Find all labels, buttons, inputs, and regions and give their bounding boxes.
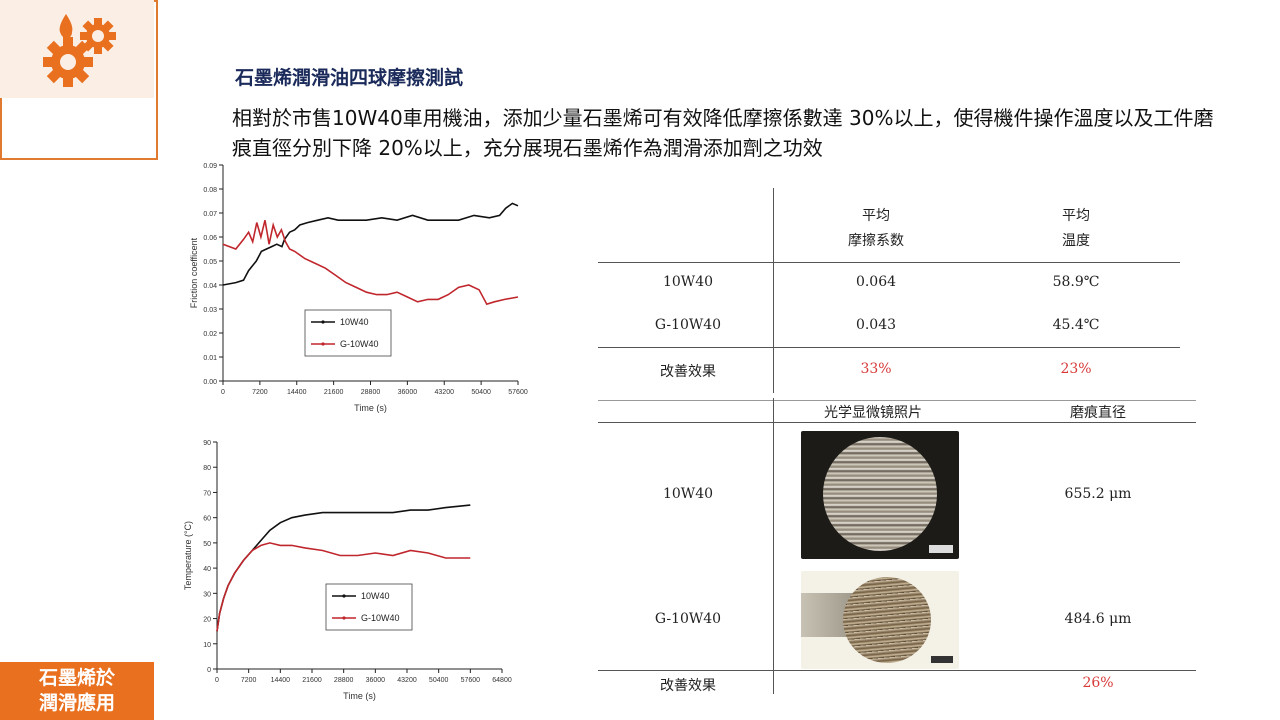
y-tick-label: 10 (203, 642, 211, 649)
y-tick-label: 40 (203, 566, 211, 573)
improvement-temp: 23% (1060, 361, 1092, 377)
badge-label: 石墨烯於 潤滑應用 (0, 662, 154, 720)
series-line-10w40 (222, 202, 519, 286)
micrograph-10w40-image (801, 431, 959, 559)
y-tick-label: 0.09 (203, 163, 217, 170)
y-tick-label: 30 (203, 591, 211, 598)
y-tick-label: 0.06 (203, 235, 217, 242)
friction-chart: 0.00 0.01 0.02 0.03 0.04 0.05 0.06 0.07 0.08 0.09… (189, 163, 528, 413)
row-friction: 0.043 (855, 317, 897, 333)
x-tick-label: 36000 (366, 677, 386, 684)
y-tick-label: 50 (203, 541, 211, 548)
y-tick-label: 0.08 (203, 187, 217, 194)
x-tick-label: 50400 (429, 677, 449, 684)
y-tick-label: 70 (203, 490, 211, 497)
y-tick-label: 0.04 (203, 283, 217, 290)
x-tick-label: 14400 (271, 677, 291, 684)
x-axis-label: Time (s) (354, 403, 387, 413)
legend-label: 10W40 (361, 591, 390, 601)
improvement-friction: 33% (860, 361, 892, 377)
x-tick-label: 28800 (334, 677, 354, 684)
x-tick-label: 7200 (241, 677, 257, 684)
x-axis-label: Time (s) (343, 691, 376, 701)
category-badge: 石墨烯於 潤滑應用 (0, 0, 158, 720)
col-friction-header-1: 平均 (862, 208, 890, 224)
series-line-g-10w40 (216, 542, 471, 632)
micrograph-g10w40-image (801, 571, 959, 669)
x-tick-label: 21600 (302, 677, 322, 684)
wear-scar-table: 光学显微镜照片 磨痕直径 10W40 655.2 μm G-10W40 484.… (598, 398, 1198, 698)
legend-marker (321, 342, 325, 346)
improvement-label: 改善效果 (660, 678, 716, 694)
x-tick-label: 0 (221, 389, 225, 396)
x-tick-label: 43200 (435, 389, 455, 396)
row-friction: 0.064 (855, 274, 897, 290)
x-tick-label: 7200 (252, 389, 268, 396)
y-tick-label: 0.07 (203, 211, 217, 218)
row-label: 10W40 (662, 486, 714, 502)
y-tick-label: 0.01 (203, 355, 217, 362)
col-diameter-header: 磨痕直径 (1070, 405, 1126, 421)
y-tick-label: 60 (203, 516, 211, 523)
legend-marker (342, 594, 346, 598)
row-label: G-10W40 (654, 611, 722, 627)
legend-label: G-10W40 (340, 339, 379, 349)
y-tick-label: 0.05 (203, 259, 217, 266)
page-title: 石墨烯潤滑油四球摩擦測試 (235, 67, 464, 89)
row-diameter: 484.6 μm (1064, 611, 1132, 627)
y-tick-label: 0.02 (203, 331, 217, 338)
x-tick-label: 21600 (324, 389, 344, 396)
intro-paragraph: 相對於市售10W40車用機油，添加少量石墨烯可有效降低摩擦係數達 30%以上，使… (232, 106, 1214, 160)
row-temp: 58.9℃ (1052, 274, 1100, 290)
y-tick-label: 20 (203, 617, 211, 624)
friction-temperature-table: 平均 摩擦系数 平均 温度 10W40 0.064 58.9℃ G-10W40 … (598, 170, 1183, 395)
badge-line1: 石墨烯於 (38, 667, 115, 689)
x-tick-label: 57600 (508, 389, 528, 396)
x-tick-label: 57600 (461, 677, 481, 684)
y-tick-label: 90 (203, 440, 211, 447)
legend-marker (321, 320, 325, 324)
x-tick-label: 0 (215, 677, 219, 684)
y-axis-label: Temperature (°C) (183, 521, 193, 590)
gears-icon (0, 0, 154, 98)
row-label: G-10W40 (654, 317, 722, 333)
temperature-chart: 0 10 20 30 40 50 60 70 80 90 0 7200 14400 21600 28800 3… (183, 440, 512, 701)
x-tick-label: 14400 (287, 389, 307, 396)
x-tick-label: 28800 (361, 389, 381, 396)
row-temp: 45.4℃ (1052, 317, 1100, 333)
legend (325, 583, 413, 631)
badge-line2: 潤滑應用 (38, 692, 115, 714)
y-tick-label: 0.03 (203, 307, 217, 314)
improvement-diameter: 26% (1082, 675, 1114, 691)
col-temp-header-2: 温度 (1062, 233, 1090, 249)
col-friction-header-2: 摩擦系数 (848, 233, 904, 249)
legend-label: G-10W40 (361, 613, 400, 623)
x-tick-label: 64800 (492, 677, 512, 684)
legend (304, 309, 392, 357)
x-tick-label: 43200 (397, 677, 417, 684)
y-tick-label: 0 (207, 667, 211, 674)
x-tick-label: 36000 (398, 389, 418, 396)
x-tick-label: 50400 (471, 389, 491, 396)
y-tick-label: 80 (203, 465, 211, 472)
improvement-label: 改善效果 (660, 364, 716, 380)
y-tick-label: 0.00 (203, 379, 217, 386)
legend-marker (342, 616, 346, 620)
legend-label: 10W40 (340, 317, 369, 327)
series-line-g-10w40 (222, 220, 519, 306)
row-label: 10W40 (662, 274, 714, 290)
y-axis-label: Friction coefficent (189, 237, 199, 308)
col-photo-header: 光学显微镜照片 (824, 405, 922, 421)
col-temp-header-1: 平均 (1062, 208, 1090, 224)
row-diameter: 655.2 μm (1064, 486, 1132, 502)
